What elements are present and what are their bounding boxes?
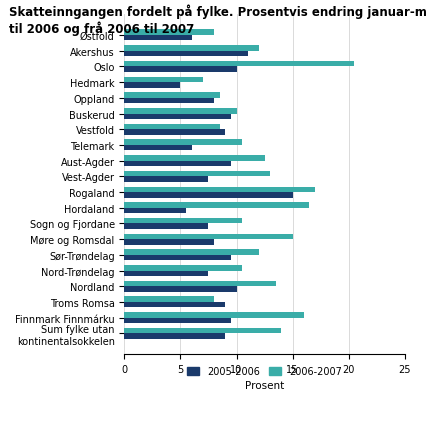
Bar [124, 234, 293, 239]
Bar [124, 171, 270, 177]
Bar [124, 130, 225, 135]
Bar [124, 328, 281, 334]
Bar [124, 203, 309, 208]
Bar [124, 161, 231, 167]
X-axis label: Prosent: Prosent [245, 380, 284, 390]
Bar [124, 265, 242, 271]
Bar [124, 312, 304, 318]
Bar [124, 156, 265, 161]
Bar [124, 46, 259, 52]
Legend: 2005-2006, 2006-2007: 2005-2006, 2006-2007 [184, 363, 345, 380]
Bar [124, 98, 214, 104]
Bar [124, 124, 220, 130]
Bar [124, 334, 225, 339]
Text: Skatteinngangen fordelt på fylke. Prosentvis endring januar-mai frå 2005
til 200: Skatteinngangen fordelt på fylke. Prosen… [9, 4, 426, 36]
Bar [124, 67, 236, 73]
Bar [124, 302, 225, 308]
Bar [124, 140, 242, 146]
Bar [124, 146, 192, 151]
Bar [124, 224, 208, 230]
Bar [124, 281, 276, 287]
Bar [124, 318, 231, 323]
Bar [124, 93, 220, 98]
Bar [124, 297, 214, 302]
Bar [124, 187, 315, 193]
Bar [124, 114, 231, 120]
Bar [124, 109, 236, 114]
Bar [124, 287, 236, 292]
Bar [124, 62, 354, 67]
Bar [124, 52, 248, 57]
Bar [124, 36, 192, 41]
Bar [124, 208, 186, 214]
Bar [124, 271, 208, 276]
Bar [124, 78, 203, 83]
Bar [124, 193, 293, 198]
Bar [124, 219, 242, 224]
Bar [124, 30, 214, 36]
Bar [124, 250, 259, 255]
Bar [124, 83, 181, 88]
Bar [124, 255, 231, 261]
Bar [124, 177, 208, 182]
Bar [124, 239, 214, 245]
